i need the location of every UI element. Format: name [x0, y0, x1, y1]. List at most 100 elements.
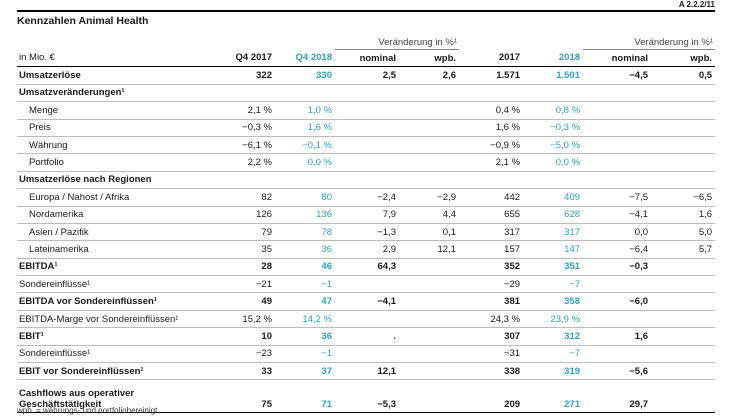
row-label: EBITDA¹	[17, 258, 215, 277]
table-cell	[651, 153, 716, 172]
row-label: Lateinamerika	[17, 240, 215, 259]
table-cell: −5,3	[335, 379, 399, 414]
table-cell: 0,0 %	[523, 153, 584, 172]
table-cell	[215, 84, 275, 103]
table-row: Cashflows aus operativer Geschäftstätigk…	[17, 379, 716, 414]
table-cell: −21	[215, 275, 275, 294]
table-cell: −1,3	[335, 223, 399, 242]
table-cell	[651, 84, 716, 103]
table-row: EBITDA¹ 28 46 64,3 352 351 −0,3	[17, 258, 716, 277]
row-label: Währung	[17, 136, 215, 155]
table-cell: 82	[215, 188, 275, 207]
table-cell	[651, 275, 716, 294]
table-cell: −7,5	[583, 188, 652, 207]
table-cell	[335, 84, 399, 103]
table-row: EBITDA-Marge vor Sondereinflüssen¹ 15,2 %…	[17, 310, 716, 329]
table-row: Umsatzerlöse nach Regionen	[17, 171, 716, 190]
table-cell	[399, 101, 460, 120]
table-cell	[399, 275, 460, 294]
table-cell: 5,0	[651, 223, 716, 242]
table-cell: −6,5	[651, 188, 716, 207]
table-cell: 7,9	[335, 206, 399, 224]
table-cell: 33	[215, 362, 275, 381]
table-cell: −0,3 %	[215, 119, 275, 137]
table-row: Menge 2,1 % 1,0 % 0,4 % 0,8 %	[17, 101, 716, 120]
row-label: EBIT¹	[17, 327, 215, 346]
table-cell: 351	[523, 258, 584, 277]
table-cell: 15,2 %	[215, 310, 275, 329]
table-cell: 1.571	[459, 66, 524, 85]
col-header: Q4 2017	[215, 49, 275, 68]
table-cell: 352	[459, 258, 524, 277]
table-cell: 655	[459, 206, 524, 224]
table-cell	[583, 84, 652, 103]
table-cell: 36	[275, 327, 335, 346]
table-cell: 80	[275, 188, 335, 207]
table-cell: 358	[523, 292, 584, 311]
table-cell	[399, 119, 460, 137]
table-cell	[651, 101, 716, 120]
table-cell: 14,2 %	[275, 310, 335, 329]
table-cell	[335, 310, 399, 329]
row-label: Cashflows aus operativer Geschäftstätigk…	[17, 379, 215, 414]
table-cell	[651, 171, 716, 190]
table-cell	[583, 275, 652, 294]
table-cell: 330	[275, 66, 335, 85]
change-header-quarter: Veränderung in %¹	[335, 35, 460, 50]
row-label: Menge	[17, 101, 215, 120]
table-cell: 12,1	[335, 362, 399, 381]
table-cell: 147	[523, 240, 584, 259]
table-row: Nordamerika 126 136 7,9 4,4 655 628 −4,1 1,6	[17, 206, 716, 224]
table-cell	[399, 292, 460, 311]
table-cell	[583, 345, 652, 364]
document-reference: A 2.2.2/11	[678, 0, 715, 9]
table-cell: 1.501	[523, 66, 584, 85]
table-cell: 4,4	[399, 206, 460, 224]
table-cell: 10	[215, 327, 275, 346]
table-cell: −6,4	[583, 240, 652, 259]
table-cell	[335, 171, 399, 190]
table-cell: .	[335, 327, 399, 346]
table-cell: 1,6 %	[459, 119, 524, 137]
table-row: EBITDA vor Sondereinflüssen¹ 49 47 −4,1 381 3…	[17, 292, 716, 311]
table-cell: 0,5	[651, 66, 716, 85]
table-cell	[335, 101, 399, 120]
table-cell	[651, 379, 716, 414]
table-cell: 317	[459, 223, 524, 242]
table-cell: 307	[459, 327, 524, 346]
table-cell	[523, 84, 584, 103]
table-cell: −5,6	[583, 362, 652, 381]
row-label: Preis	[17, 119, 215, 137]
table-cell	[583, 136, 652, 155]
table-cell: −4,5	[583, 66, 652, 85]
row-label: EBITDA vor Sondereinflüssen¹	[17, 292, 215, 311]
row-label: Nordamerika	[17, 206, 215, 224]
table-row: Währung −6,1 % −0,1 % −0,9 % −5,0 %	[17, 136, 716, 155]
table-cell: 71	[275, 379, 335, 414]
row-label: Sondereinflüsse¹	[17, 345, 215, 364]
table-cell: −29	[459, 275, 524, 294]
table-cell: 338	[459, 362, 524, 381]
table-cell: −4,1	[335, 292, 399, 311]
table-cell: 47	[275, 292, 335, 311]
table-cell: 0,1	[399, 223, 460, 242]
table-cell	[651, 362, 716, 381]
table-cell: −23	[215, 345, 275, 364]
table-cell	[399, 84, 460, 103]
table-cell	[651, 327, 716, 346]
table-cell: 319	[523, 362, 584, 381]
row-label: Umsatzerlöse nach Regionen	[17, 171, 215, 190]
table-cell	[335, 345, 399, 364]
header-row-change: Veränderung in %¹ Veränderung in %¹	[17, 35, 716, 50]
table-cell: 49	[215, 292, 275, 311]
table-title: Kennzahlen Animal Health	[17, 15, 149, 27]
table-row: Europa / Nahost / Afrika 82 80 −2,4 −2,9 442 4…	[17, 188, 716, 207]
table-row: Preis −0,3 % 1,6 % 1,6 % −0,3 %	[17, 119, 716, 137]
table-cell: 2,5	[335, 66, 399, 85]
table-cell	[399, 258, 460, 277]
table-cell: 271	[523, 379, 584, 414]
table-cell: −0,9 %	[459, 136, 524, 155]
table-cell	[651, 136, 716, 155]
row-label: Umsatzerlöse	[17, 66, 215, 85]
table-row: Umsatzerlöse 322 330 2,5 2,6 1.571 1.501 −4,5 0,…	[17, 66, 716, 85]
